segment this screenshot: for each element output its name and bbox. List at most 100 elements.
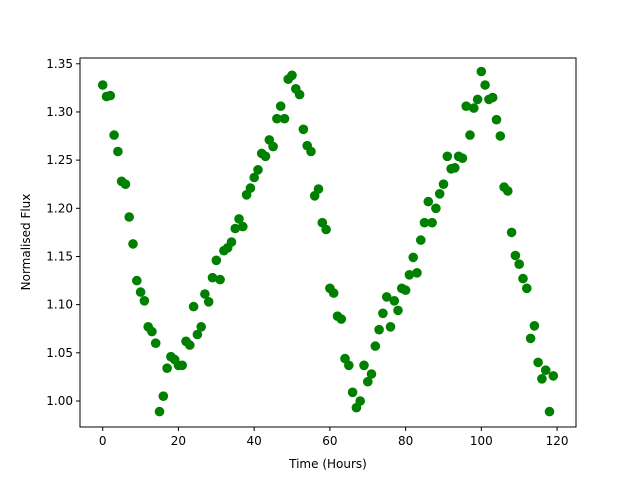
data-point <box>423 196 434 207</box>
data-point <box>97 80 108 90</box>
y-tick-label: 1.10 <box>46 298 73 312</box>
data-point <box>253 165 263 175</box>
data-point <box>347 387 358 398</box>
data-point <box>230 223 240 234</box>
x-tick-label: 60 <box>322 434 337 448</box>
data-point <box>298 124 309 135</box>
data-point <box>442 151 453 162</box>
data-point <box>162 363 172 374</box>
data-point <box>537 374 547 384</box>
data-point <box>393 305 403 316</box>
data-point <box>487 92 498 103</box>
data-point <box>306 146 316 157</box>
data-point <box>294 89 305 100</box>
data-point <box>408 252 419 263</box>
data-point <box>366 369 377 379</box>
data-point <box>400 285 411 296</box>
x-axis-label: Time (Hours) <box>288 457 367 471</box>
data-point <box>139 296 150 306</box>
data-point <box>476 66 487 77</box>
data-point <box>465 130 475 140</box>
data-point <box>177 360 187 371</box>
x-axis-ticks: 0 20 40 60 80 100 120 <box>99 427 569 448</box>
data-point <box>548 371 559 381</box>
plot-frame <box>79 57 577 428</box>
x-tick-label: 20 <box>171 434 186 448</box>
data-point <box>510 250 521 261</box>
data-point <box>249 172 259 183</box>
data-point <box>328 288 339 298</box>
data-point <box>544 406 555 417</box>
data-point <box>154 406 165 417</box>
y-tick-label: 1.25 <box>46 153 73 167</box>
data-point <box>196 322 206 332</box>
data-points <box>97 66 559 417</box>
data-point <box>158 391 169 402</box>
x-tick-label: 100 <box>470 434 493 448</box>
data-point <box>234 214 244 224</box>
x-tick-label: 120 <box>546 434 569 448</box>
y-tick-label: 1.35 <box>46 57 73 71</box>
data-point <box>359 360 369 371</box>
data-point <box>203 297 214 307</box>
data-point <box>495 131 506 141</box>
data-point <box>355 396 366 406</box>
data-point <box>389 296 400 306</box>
data-point <box>438 179 449 189</box>
x-tick-label: 80 <box>398 434 413 448</box>
data-point <box>207 272 218 283</box>
data-point <box>238 221 248 232</box>
data-point <box>185 340 195 350</box>
data-point <box>450 163 460 173</box>
data-point <box>245 183 256 193</box>
data-point <box>525 333 536 344</box>
y-tick-label: 1.00 <box>46 394 73 408</box>
data-point <box>381 292 392 302</box>
data-point <box>344 360 354 371</box>
data-point <box>226 237 237 247</box>
data-point <box>336 314 347 324</box>
data-point <box>135 287 146 297</box>
data-point <box>412 268 422 278</box>
data-point <box>374 324 384 335</box>
data-point <box>287 70 297 81</box>
data-point <box>385 322 396 332</box>
data-point <box>321 224 331 235</box>
data-point <box>113 146 123 157</box>
data-point <box>506 227 517 238</box>
data-point <box>211 255 222 266</box>
y-tick-label: 1.20 <box>46 201 73 215</box>
y-tick-label: 1.15 <box>46 249 73 263</box>
data-point <box>215 274 225 285</box>
data-point <box>529 321 540 331</box>
data-point <box>540 365 551 376</box>
data-point <box>522 283 532 294</box>
data-point <box>434 189 445 199</box>
data-point <box>279 113 290 124</box>
data-point <box>457 153 468 163</box>
y-tick-label: 1.05 <box>46 346 73 360</box>
data-point <box>192 329 203 340</box>
data-point <box>109 130 119 140</box>
data-point <box>461 101 472 111</box>
data-point <box>275 101 286 111</box>
data-point <box>260 151 271 162</box>
data-point <box>132 275 142 286</box>
data-point <box>120 179 131 189</box>
data-point <box>419 217 430 228</box>
data-point <box>480 80 490 90</box>
x-tick-label: 40 <box>247 434 262 448</box>
data-point <box>533 357 543 368</box>
x-tick-label: 0 <box>99 434 107 448</box>
data-point <box>431 203 441 214</box>
data-point <box>272 113 282 124</box>
data-point <box>514 259 524 270</box>
data-point <box>416 235 426 245</box>
data-point <box>427 217 437 228</box>
data-point <box>268 141 278 152</box>
data-point <box>503 186 513 196</box>
data-point <box>150 338 161 349</box>
y-tick-label: 1.30 <box>46 105 73 119</box>
